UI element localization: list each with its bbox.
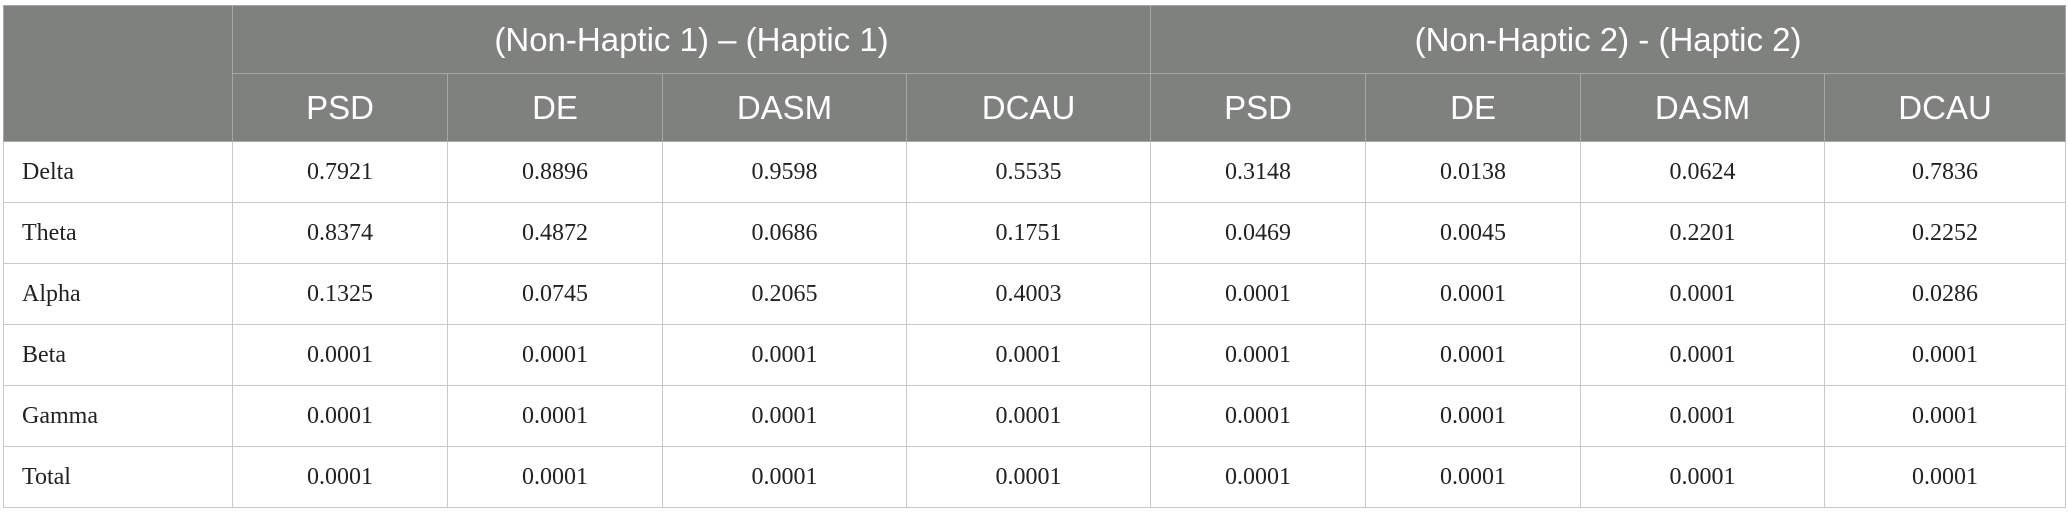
data-row: Beta 0.0001 0.0001 0.0001 0.0001 0.0001 0.0001… xyxy=(3,324,2067,386)
value-cell: 0.0001 xyxy=(1150,263,1367,325)
value-cell: 0.0001 xyxy=(1150,446,1367,508)
corner-cell xyxy=(3,5,233,142)
row-label: Alpha xyxy=(3,263,233,325)
value-cell: 0.0469 xyxy=(1150,202,1367,264)
table-header: (Non-Haptic 1) – (Haptic 1) (Non-Haptic 2… xyxy=(3,5,2067,142)
header-row: (Non-Haptic 1) – (Haptic 1) (Non-Haptic 2… xyxy=(3,5,2067,142)
value-cell: 0.0001 xyxy=(662,385,907,447)
value-cell: 0.0745 xyxy=(447,263,663,325)
value-cell: 0.0001 xyxy=(1580,446,1826,508)
value-cell: 0.0001 xyxy=(662,324,907,386)
value-cell: 0.8896 xyxy=(447,141,663,203)
value-cell: 0.5535 xyxy=(905,141,1152,203)
data-row: Total 0.0001 0.0001 0.0001 0.0001 0.0001 0.000… xyxy=(3,446,2067,508)
value-cell: 0.0686 xyxy=(662,202,907,264)
value-cell: 0.0001 xyxy=(1150,324,1367,386)
data-row: Alpha 0.1325 0.0745 0.2065 0.4003 0.0001 0.000… xyxy=(3,263,2067,325)
value-cell: 0.0001 xyxy=(232,324,448,386)
data-row: Delta 0.7921 0.8896 0.9598 0.5535 0.3148 0.013… xyxy=(3,141,2067,203)
column-header: DE xyxy=(447,73,663,142)
value-cell: 0.0001 xyxy=(232,385,448,447)
value-cell: 0.0624 xyxy=(1580,141,1826,203)
value-cell: 0.0001 xyxy=(905,446,1152,508)
value-cell: 0.1751 xyxy=(905,202,1152,264)
value-cell: 0.0001 xyxy=(1580,263,1826,325)
column-header: PSD xyxy=(232,73,448,142)
value-cell: 0.3148 xyxy=(1150,141,1367,203)
column-header: DCAU xyxy=(1824,73,2067,142)
column-header: DASM xyxy=(662,73,907,142)
data-row: Theta 0.8374 0.4872 0.0686 0.1751 0.0469 0.004… xyxy=(3,202,2067,264)
value-cell: 0.0001 xyxy=(1824,446,2067,508)
table-body: Delta 0.7921 0.8896 0.9598 0.5535 0.3148 0.013… xyxy=(3,141,2067,508)
value-cell: 0.0001 xyxy=(1824,385,2067,447)
value-cell: 0.0001 xyxy=(1150,385,1367,447)
value-cell: 0.2201 xyxy=(1580,202,1826,264)
group-header: (Non-Haptic 1) – (Haptic 1) xyxy=(231,5,1152,74)
data-row: Gamma 0.0001 0.0001 0.0001 0.0001 0.0001 0.000… xyxy=(3,385,2067,447)
row-label: Delta xyxy=(3,141,233,203)
value-cell: 0.0001 xyxy=(905,385,1152,447)
value-cell: 0.0001 xyxy=(447,385,663,447)
value-cell: 0.0286 xyxy=(1824,263,2067,325)
value-cell: 0.0138 xyxy=(1365,141,1582,203)
row-label: Theta xyxy=(3,202,233,264)
column-header: DE xyxy=(1365,73,1582,142)
header-row: PSD DE DASM DCAU PSD DE DASM DCAU xyxy=(4,73,2067,142)
row-label: Gamma xyxy=(3,385,233,447)
value-cell: 0.0001 xyxy=(1365,385,1582,447)
value-cell: 0.0001 xyxy=(447,446,663,508)
value-cell: 0.0001 xyxy=(1580,385,1826,447)
results-table: (Non-Haptic 1) – (Haptic 1) (Non-Haptic 2… xyxy=(3,5,2067,508)
value-cell: 0.4003 xyxy=(905,263,1152,325)
row-label: Total xyxy=(3,446,233,508)
value-cell: 0.8374 xyxy=(232,202,448,264)
value-cell: 0.0001 xyxy=(1365,446,1582,508)
group-header: (Non-Haptic 2) - (Haptic 2) xyxy=(1150,5,2067,74)
value-cell: 0.2065 xyxy=(662,263,907,325)
value-cell: 0.0045 xyxy=(1365,202,1582,264)
value-cell: 0.7836 xyxy=(1824,141,2067,203)
column-header: PSD xyxy=(1150,73,1367,142)
value-cell: 0.0001 xyxy=(1365,263,1582,325)
column-header: DCAU xyxy=(905,73,1152,142)
value-cell: 0.0001 xyxy=(1365,324,1582,386)
value-cell: 0.9598 xyxy=(662,141,907,203)
value-cell: 0.0001 xyxy=(232,446,448,508)
value-cell: 0.1325 xyxy=(232,263,448,325)
column-header: DASM xyxy=(1580,73,1826,142)
value-cell: 0.2252 xyxy=(1824,202,2067,264)
value-cell: 0.0001 xyxy=(447,324,663,386)
value-cell: 0.0001 xyxy=(1824,324,2067,386)
value-cell: 0.4872 xyxy=(447,202,663,264)
value-cell: 0.0001 xyxy=(1580,324,1826,386)
value-cell: 0.0001 xyxy=(905,324,1152,386)
row-label: Beta xyxy=(3,324,233,386)
value-cell: 0.7921 xyxy=(232,141,448,203)
value-cell: 0.0001 xyxy=(662,446,907,508)
